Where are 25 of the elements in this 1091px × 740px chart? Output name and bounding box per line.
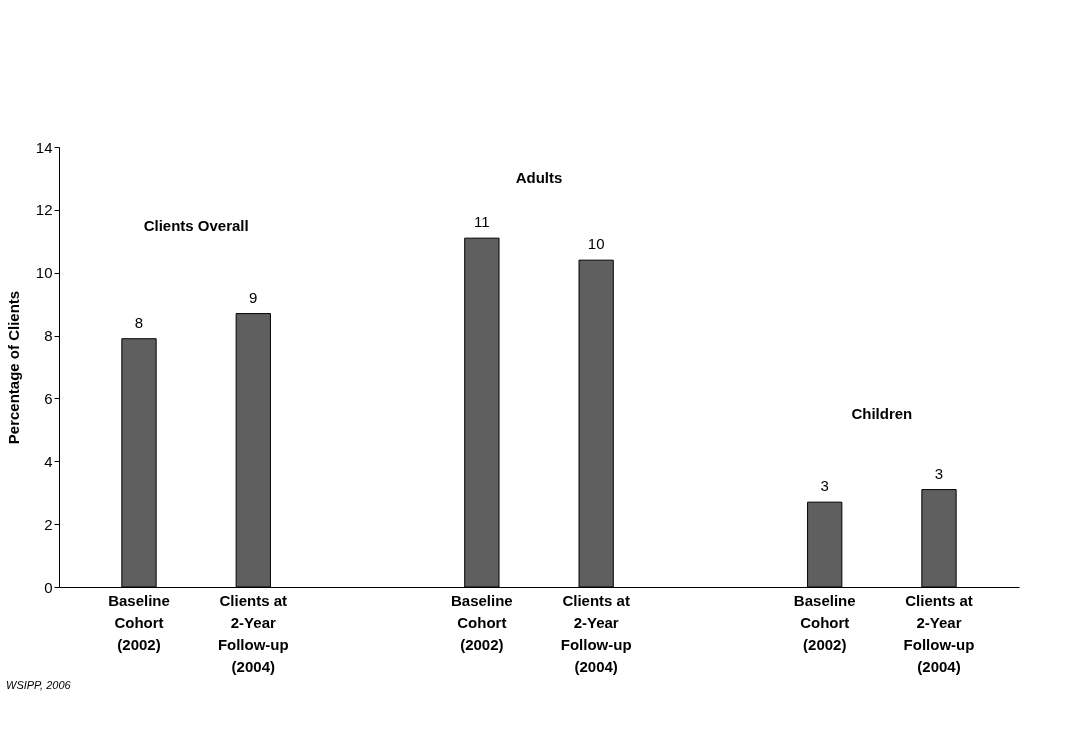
x-tick-label: Baseline Cohort (2002): [451, 591, 513, 653]
annotation: Clients Overall: [143, 216, 249, 234]
annotation: Children: [851, 405, 913, 423]
y-tick-label: 6: [44, 389, 53, 407]
y-tick-label: 14: [35, 138, 53, 156]
data-label: 10: [587, 235, 605, 253]
x-tick-label: Clients at 2-Year Follow-up (2004): [217, 591, 289, 675]
x-tick-label: Clients at 2-Year Follow-up (2004): [560, 591, 632, 675]
y-tick-label: 8: [44, 327, 53, 345]
x-tick-label: Baseline Cohort (2002): [108, 591, 170, 653]
y-tick-label: 10: [35, 264, 53, 282]
y-tick-label: 12: [35, 201, 53, 219]
text: WSIPP, 2006: [5, 678, 72, 692]
y-tick-label: 0: [44, 578, 53, 596]
data-label: 3: [820, 477, 829, 495]
y-axis-title: Percentage of Clients: [4, 290, 22, 445]
x-tick-label: Baseline Cohort (2002): [793, 591, 856, 653]
data-label: 8: [134, 313, 144, 331]
y-tick-label: 4: [44, 452, 53, 470]
x-tick-label: Clients at 2-Year Follow-up (2004): [903, 591, 975, 675]
data-label: 11: [474, 213, 490, 231]
data-label: 9: [249, 288, 258, 306]
data-label: 3: [934, 464, 944, 482]
y-tick-label: 2: [44, 515, 53, 533]
annotation: Adults: [515, 169, 563, 187]
